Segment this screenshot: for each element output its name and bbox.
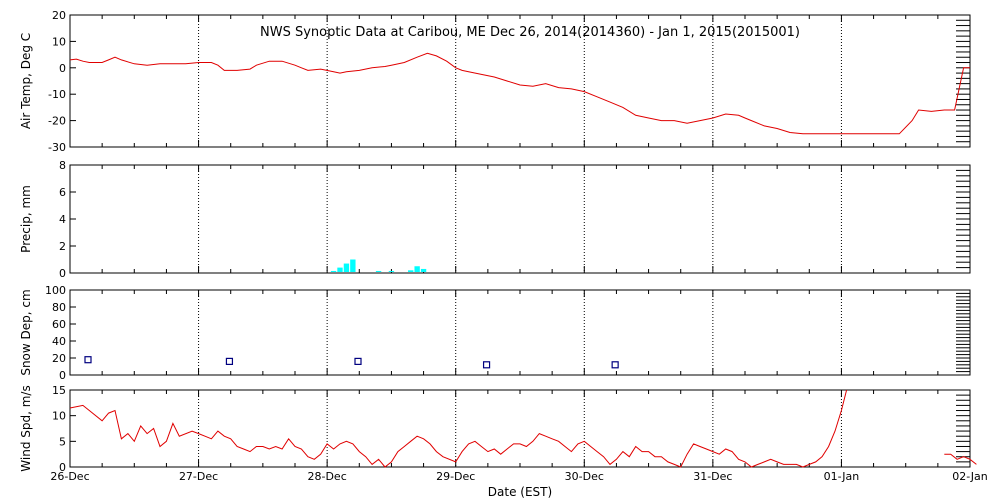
y-tick-label: 15 (52, 384, 66, 397)
precip-bar (420, 268, 427, 272)
snow-depth-point (482, 361, 491, 369)
panel-frame (69, 289, 971, 376)
panel-frame (69, 389, 971, 468)
y-tick-label: 6 (59, 186, 66, 199)
y-axis-label: Air Temp, Deg C (19, 33, 33, 129)
y-tick-label: 4 (59, 213, 66, 226)
y-tick-label: 2 (59, 240, 66, 253)
y-tick-label: 0 (59, 461, 66, 474)
x-tick-label: 30-Dec (565, 470, 604, 483)
y-tick-label: -20 (48, 115, 66, 128)
panel-precip: 8 6 4 2 0 Precip, mm (19, 159, 971, 280)
panel-air-temp: 20 10 0 -10 -20 -30 Air Temp, Deg C (19, 9, 971, 154)
snow-depth-point (225, 357, 234, 365)
x-tick-label: 31-Dec (693, 470, 732, 483)
precip-bar (388, 270, 395, 272)
y-tick-label: 0 (59, 267, 66, 280)
y-tick-label: 0 (59, 369, 66, 382)
x-tick-label: 02-Jan (952, 470, 988, 483)
y-axis-label: Precip, mm (19, 185, 33, 253)
series-line (69, 52, 970, 135)
x-tick-label: 29-Dec (436, 470, 475, 483)
x-tick-label: 28-Dec (308, 470, 347, 483)
precip-bar (337, 267, 343, 272)
x-tick-label: 27-Dec (179, 470, 218, 483)
y-tick-label: -30 (48, 141, 66, 154)
y-tick-label: 20 (52, 9, 66, 22)
snow-depth-point (354, 357, 362, 365)
x-tick-label: 01-Jan (824, 470, 860, 483)
panel-snow-depth: 100 80 60 40 20 0 Snow Dep, cm (19, 284, 971, 382)
y-tick-label: 80 (52, 301, 66, 314)
precip-bar (350, 259, 356, 272)
precip-bar (375, 270, 382, 272)
y-axis-label: Wind Spd, m/s (19, 385, 33, 471)
y-tick-label: 100 (45, 284, 66, 297)
precip-bar (330, 270, 337, 272)
panel-frame (69, 164, 971, 274)
precip-bar (414, 266, 420, 272)
snow-depth-point (84, 356, 92, 364)
y-tick-label: 10 (52, 35, 66, 48)
precip-bar (408, 270, 414, 272)
y-tick-label: 8 (59, 159, 66, 172)
x-axis-label: Date (EST) (488, 485, 552, 499)
y-tick-label: 20 (52, 352, 66, 365)
series-line (944, 453, 977, 465)
series-line (69, 389, 848, 468)
y-tick-label: 10 (52, 410, 66, 423)
precip-bar (343, 263, 350, 272)
x-tick-label: 26-Dec (50, 470, 89, 483)
y-axis-label: Snow Dep, cm (19, 289, 33, 375)
y-tick-label: -10 (48, 88, 66, 101)
snow-depth-point (611, 361, 619, 369)
y-tick-label: 40 (52, 335, 66, 348)
y-tick-label: 5 (59, 435, 66, 448)
y-tick-label: 0 (59, 62, 66, 75)
chart-title: NWS Synoptic Data at Caribou, ME Dec 26,… (260, 25, 800, 40)
y-tick-label: 60 (52, 318, 66, 331)
panel-wind-speed: 15 10 5 0 Wind Spd, m/s (19, 384, 977, 474)
